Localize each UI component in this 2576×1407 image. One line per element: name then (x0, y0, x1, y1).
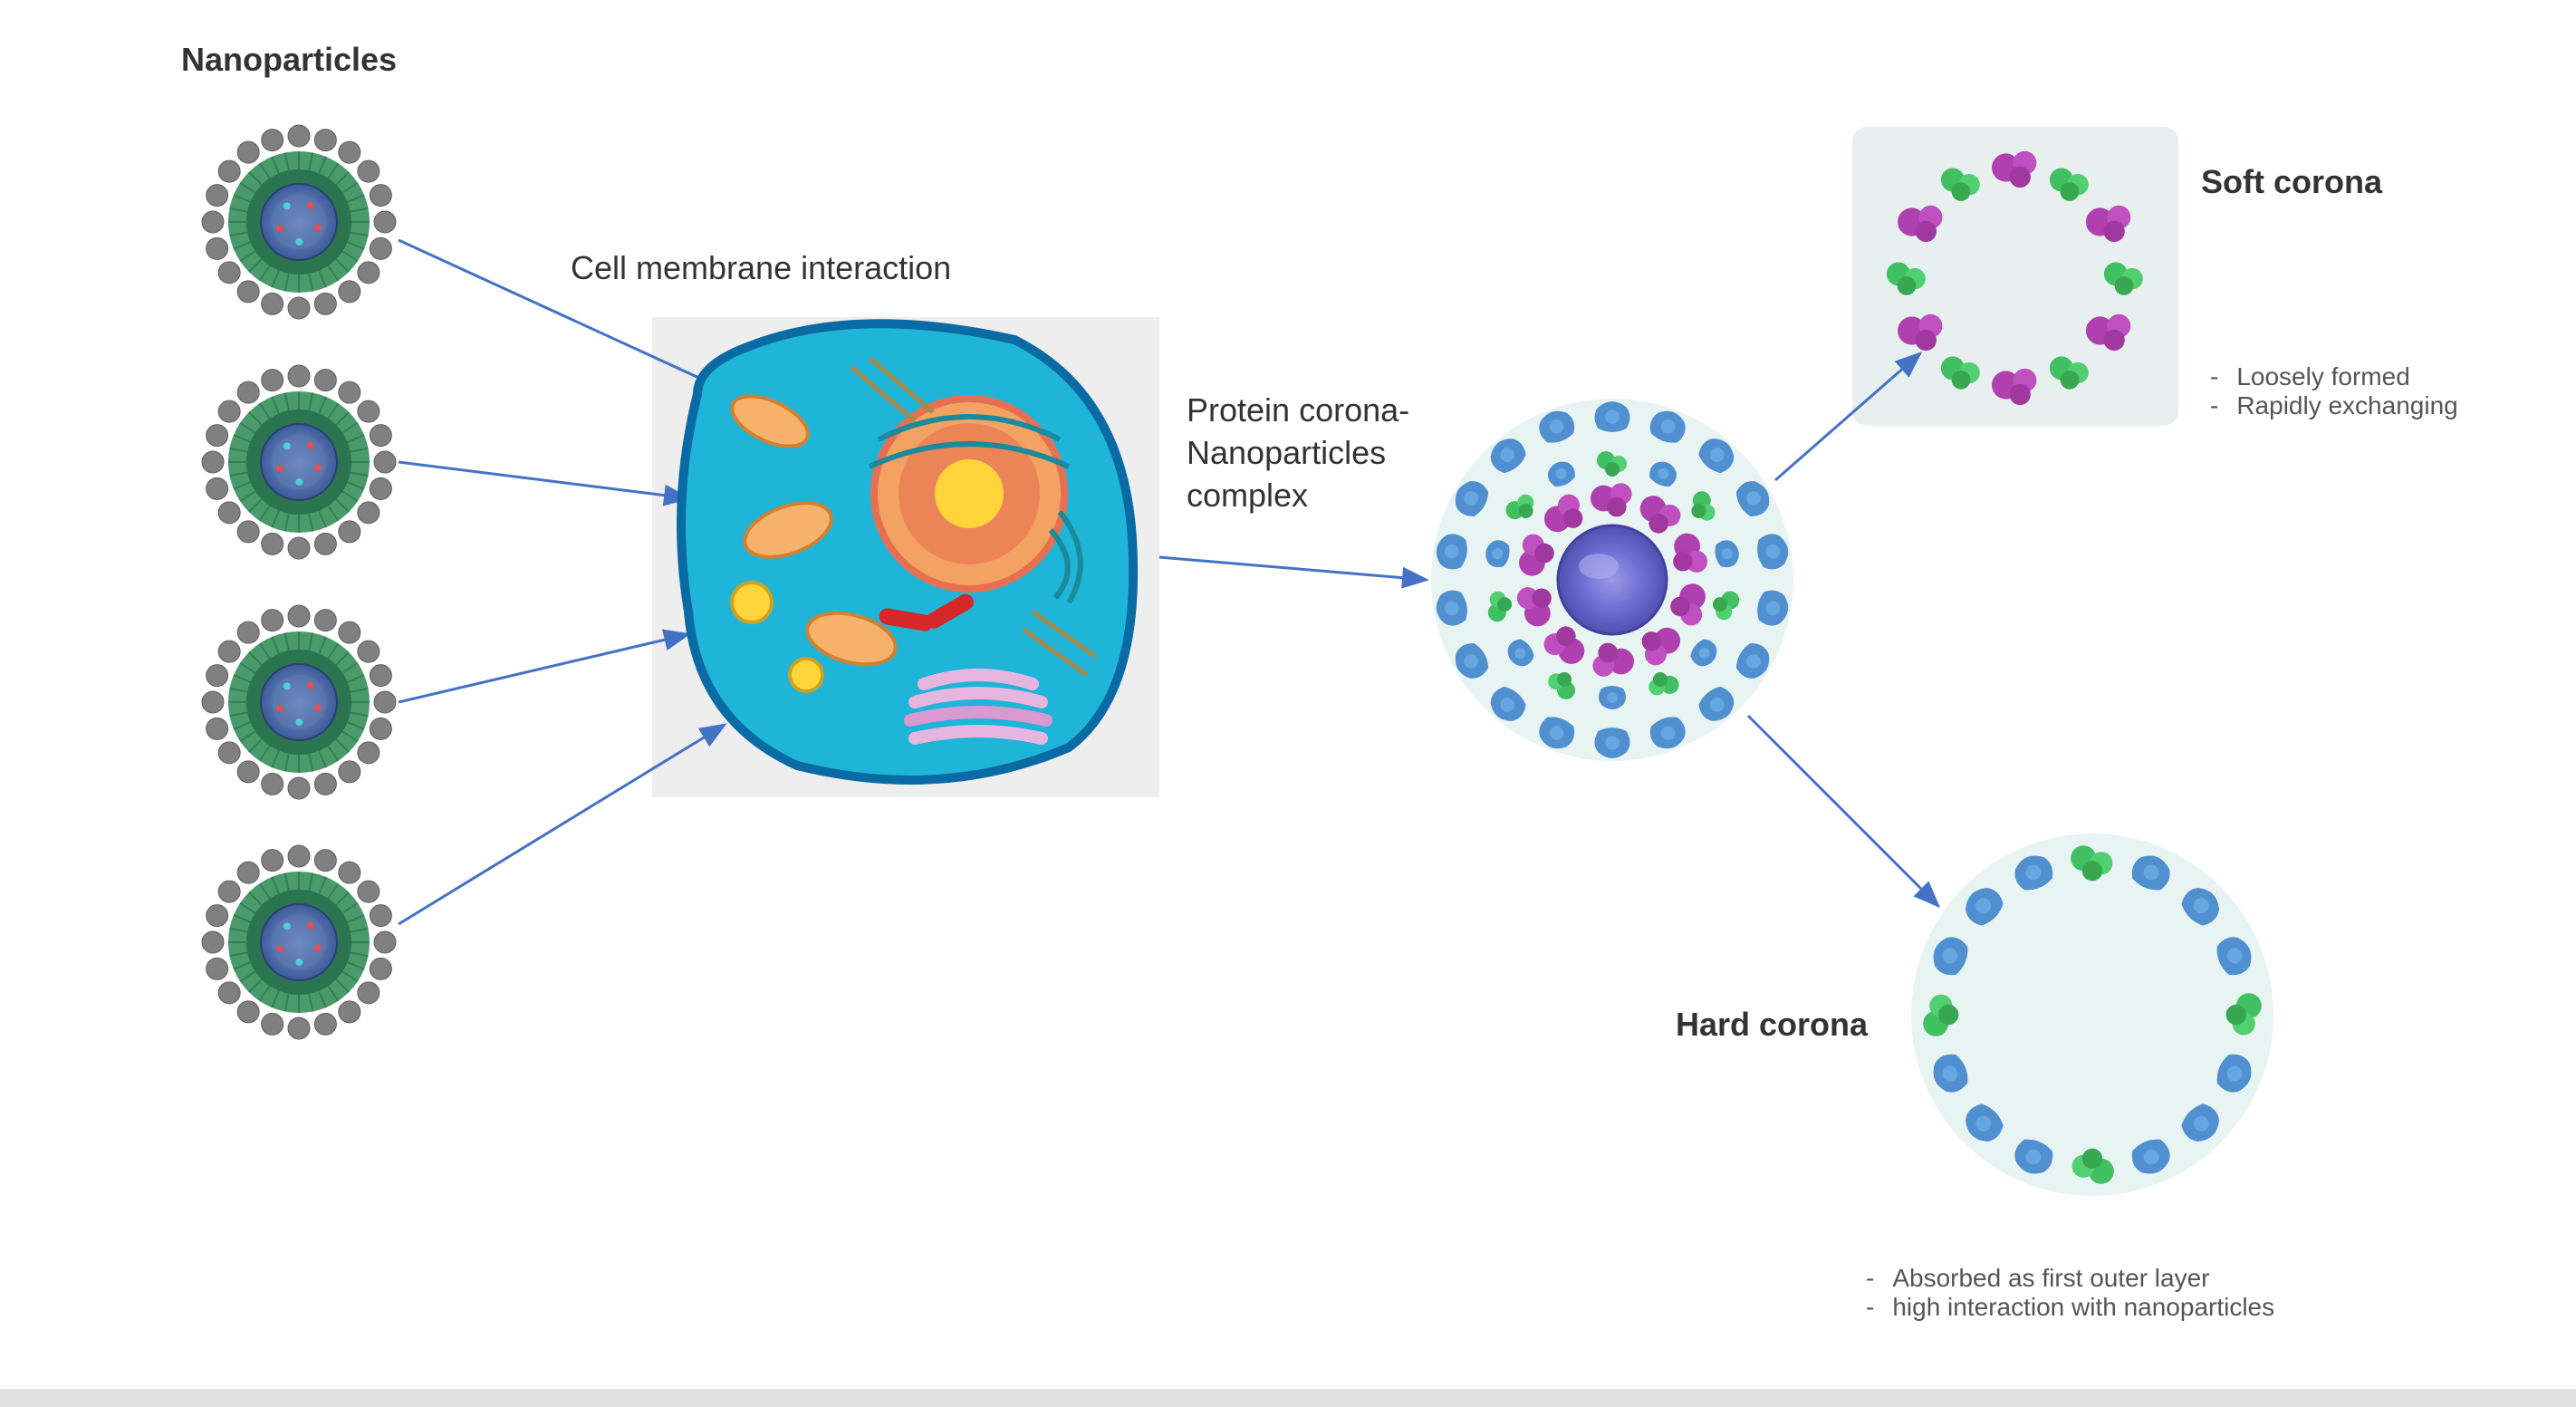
nanoparticles-group (202, 125, 396, 1039)
bullet-item: Rapidly exchanging (2210, 391, 2458, 420)
cell-membrane-label: Cell membrane interaction (571, 249, 951, 287)
hard-corona-title: Hard corona (1676, 1006, 1868, 1044)
soft-corona-illustration (1887, 151, 2143, 405)
bullet-item: high interaction with nanoparticles (1866, 1293, 2274, 1322)
diagram-svg (0, 0, 2576, 1407)
hard-corona-bullets: Absorbed as first outer layerhigh intera… (1866, 1264, 2274, 1322)
protein-corona-label: Protein corona- Nanoparticles complex (1187, 390, 1409, 516)
protein-corona-complex (1431, 399, 1793, 761)
protein-corona-line2: Nanoparticles (1187, 434, 1386, 471)
protein-corona-line3: complex (1187, 477, 1308, 514)
bullet-item: Absorbed as first outer layer (1866, 1264, 2274, 1293)
hard-corona-illustration (1911, 834, 2273, 1196)
soft-corona-title: Soft corona (2201, 163, 2382, 201)
footer-grey-bar (0, 1389, 2576, 1407)
cell-illustration (681, 323, 1133, 780)
bullet-item: Loosely formed (2210, 362, 2458, 391)
soft-corona-bullets: Loosely formedRapidly exchanging (2210, 362, 2458, 420)
protein-corona-line1: Protein corona- (1187, 391, 1409, 429)
nanoparticles-title: Nanoparticles (181, 41, 397, 79)
